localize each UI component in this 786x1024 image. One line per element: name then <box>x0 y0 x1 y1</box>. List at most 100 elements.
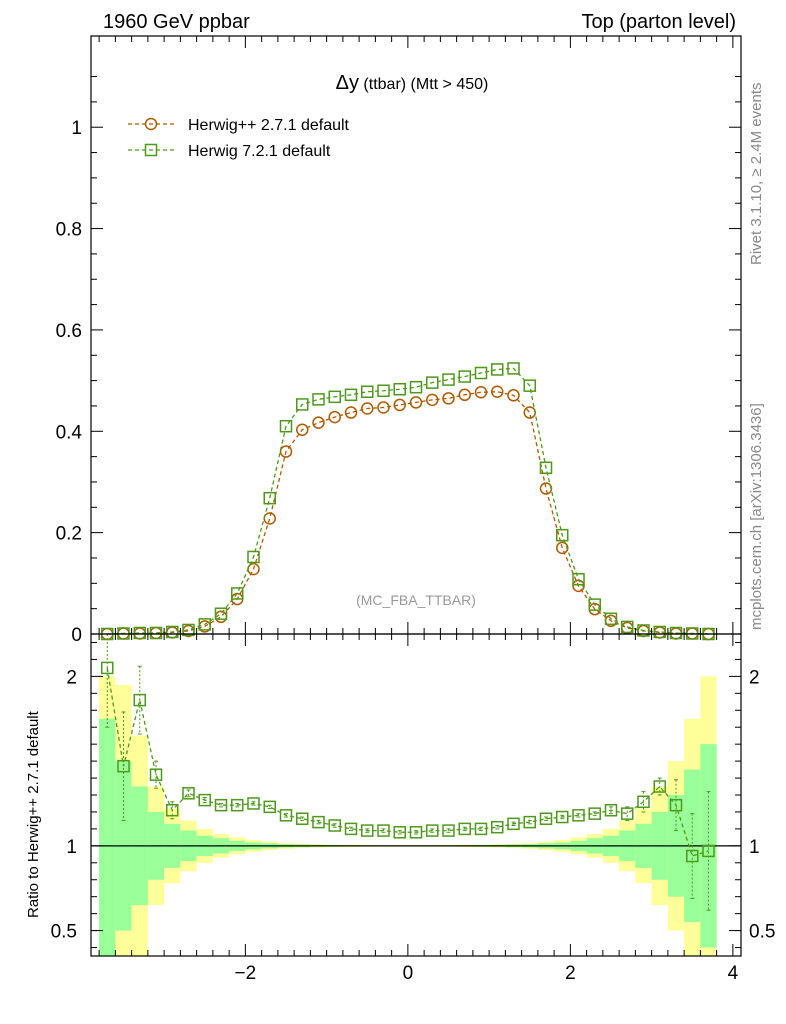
series-line <box>107 367 709 635</box>
data-point-square <box>539 461 553 475</box>
data-point-square <box>426 824 439 837</box>
data-point-circle <box>263 512 276 525</box>
ratio-y-tick-label-right: 1 <box>749 837 760 858</box>
y-tick-label: 0 <box>71 625 82 646</box>
data-point-square <box>263 800 276 814</box>
data-point-square <box>458 370 471 383</box>
data-point-square <box>637 795 650 809</box>
data-point-circle <box>279 445 293 458</box>
data-point-square <box>344 822 358 836</box>
y-tick-label: 0.2 <box>56 524 82 545</box>
data-point-square <box>279 419 293 433</box>
legend-entry-herwig7: Herwig 7.2.1 default <box>128 143 331 160</box>
data-point-square <box>474 822 488 836</box>
data-point-square <box>393 382 406 396</box>
data-point-square <box>442 824 455 837</box>
ratio-y-tick-label: 0.5 <box>51 922 77 943</box>
plot-title-sub: (ttbar) (Mtt > 450) <box>359 76 488 93</box>
x-tick-label: 0 <box>403 963 414 984</box>
y-tick-label: 0.8 <box>56 220 82 241</box>
data-point-square <box>669 626 683 640</box>
data-point-square <box>588 807 601 820</box>
data-point-square <box>198 618 211 631</box>
legend-label-herwig-pp: Herwig++ 2.7.1 default <box>188 117 350 134</box>
data-point-circle <box>409 396 423 409</box>
header-right: Top (parton level) <box>581 11 736 33</box>
data-point-square <box>409 826 423 839</box>
data-point-square <box>149 626 163 640</box>
data-point-square <box>182 787 195 800</box>
data-point-circle <box>312 416 325 429</box>
data-point-square <box>361 385 374 399</box>
data-point-circle <box>523 406 536 419</box>
data-point-circle <box>458 388 471 402</box>
ratio-ylabel: Ratio to Herwig++ 2.7.1 default <box>25 710 42 918</box>
ratio-y-tick-label: 1 <box>66 837 77 858</box>
data-point-circle <box>344 406 358 419</box>
data-point-square <box>523 379 536 392</box>
data-point-square <box>507 817 520 831</box>
series-line <box>107 391 709 635</box>
data-point-square <box>653 780 666 793</box>
data-point-square <box>621 807 634 820</box>
data-point-square <box>377 384 390 397</box>
data-point-square <box>166 625 179 639</box>
data-point-square <box>637 624 650 637</box>
data-point-square <box>604 804 618 817</box>
header-left: 1960 GeV ppbar <box>103 11 250 33</box>
data-point-square <box>686 849 699 863</box>
data-point-square <box>669 798 683 812</box>
data-point-square <box>328 390 341 404</box>
data-point-square <box>247 797 260 810</box>
data-point-square <box>539 812 553 825</box>
y-tick-label: 1 <box>71 118 82 139</box>
data-point-square <box>231 798 244 812</box>
plot-title-main: Δy <box>336 72 359 94</box>
data-point-square <box>361 824 374 837</box>
data-point-circle <box>556 541 569 555</box>
data-point-square <box>491 363 504 376</box>
data-point-square <box>556 528 569 542</box>
data-point-square <box>556 810 569 824</box>
legend-entry-herwig-pp: Herwig++ 2.7.1 default <box>128 117 350 134</box>
data-point-square <box>588 598 601 611</box>
data-point-square <box>442 373 455 386</box>
data-point-square <box>409 380 423 394</box>
y-tick-label: 0.4 <box>56 422 83 443</box>
data-point-square <box>149 768 163 781</box>
data-point-square <box>491 820 504 834</box>
ratio-y-tick-label-right: 2 <box>749 667 760 688</box>
data-point-square <box>393 826 406 839</box>
data-point-square <box>653 625 666 639</box>
legend-marker-square <box>144 143 158 157</box>
data-point-square <box>702 844 715 858</box>
legend-marker-circle <box>144 117 158 131</box>
data-point-circle <box>426 393 439 407</box>
data-point-circle <box>377 401 390 414</box>
data-point-square <box>247 550 260 564</box>
mcplots-label: mcplots.cern.ch [arXiv:1306.3436] <box>748 403 765 630</box>
data-point-square <box>214 798 228 812</box>
data-point-square <box>377 824 390 837</box>
x-tick-label: 2 <box>565 963 576 984</box>
data-point-square <box>572 809 585 822</box>
data-point-square <box>133 626 146 640</box>
data-point-circle <box>393 398 406 412</box>
rivet-label: Rivet 3.1.10, ≥ 2.4M events <box>748 83 765 266</box>
data-point-square <box>133 693 146 707</box>
data-point-square <box>312 393 325 406</box>
data-point-square <box>263 491 276 505</box>
ratio-y-tick-label-right: 0.5 <box>749 922 775 943</box>
data-point-square <box>572 573 585 586</box>
y-tick-label: 0.6 <box>56 321 82 342</box>
band-inner-bin <box>99 718 116 956</box>
data-point-square <box>198 793 211 807</box>
data-point-square <box>182 623 195 637</box>
data-point-circle <box>491 385 504 399</box>
data-point-square <box>231 587 244 600</box>
ratio-uncertainty-band <box>91 676 741 956</box>
data-point-square <box>296 398 309 411</box>
data-point-square <box>312 815 325 829</box>
x-tick-label: 4 <box>728 963 739 984</box>
data-point-square <box>296 812 309 825</box>
